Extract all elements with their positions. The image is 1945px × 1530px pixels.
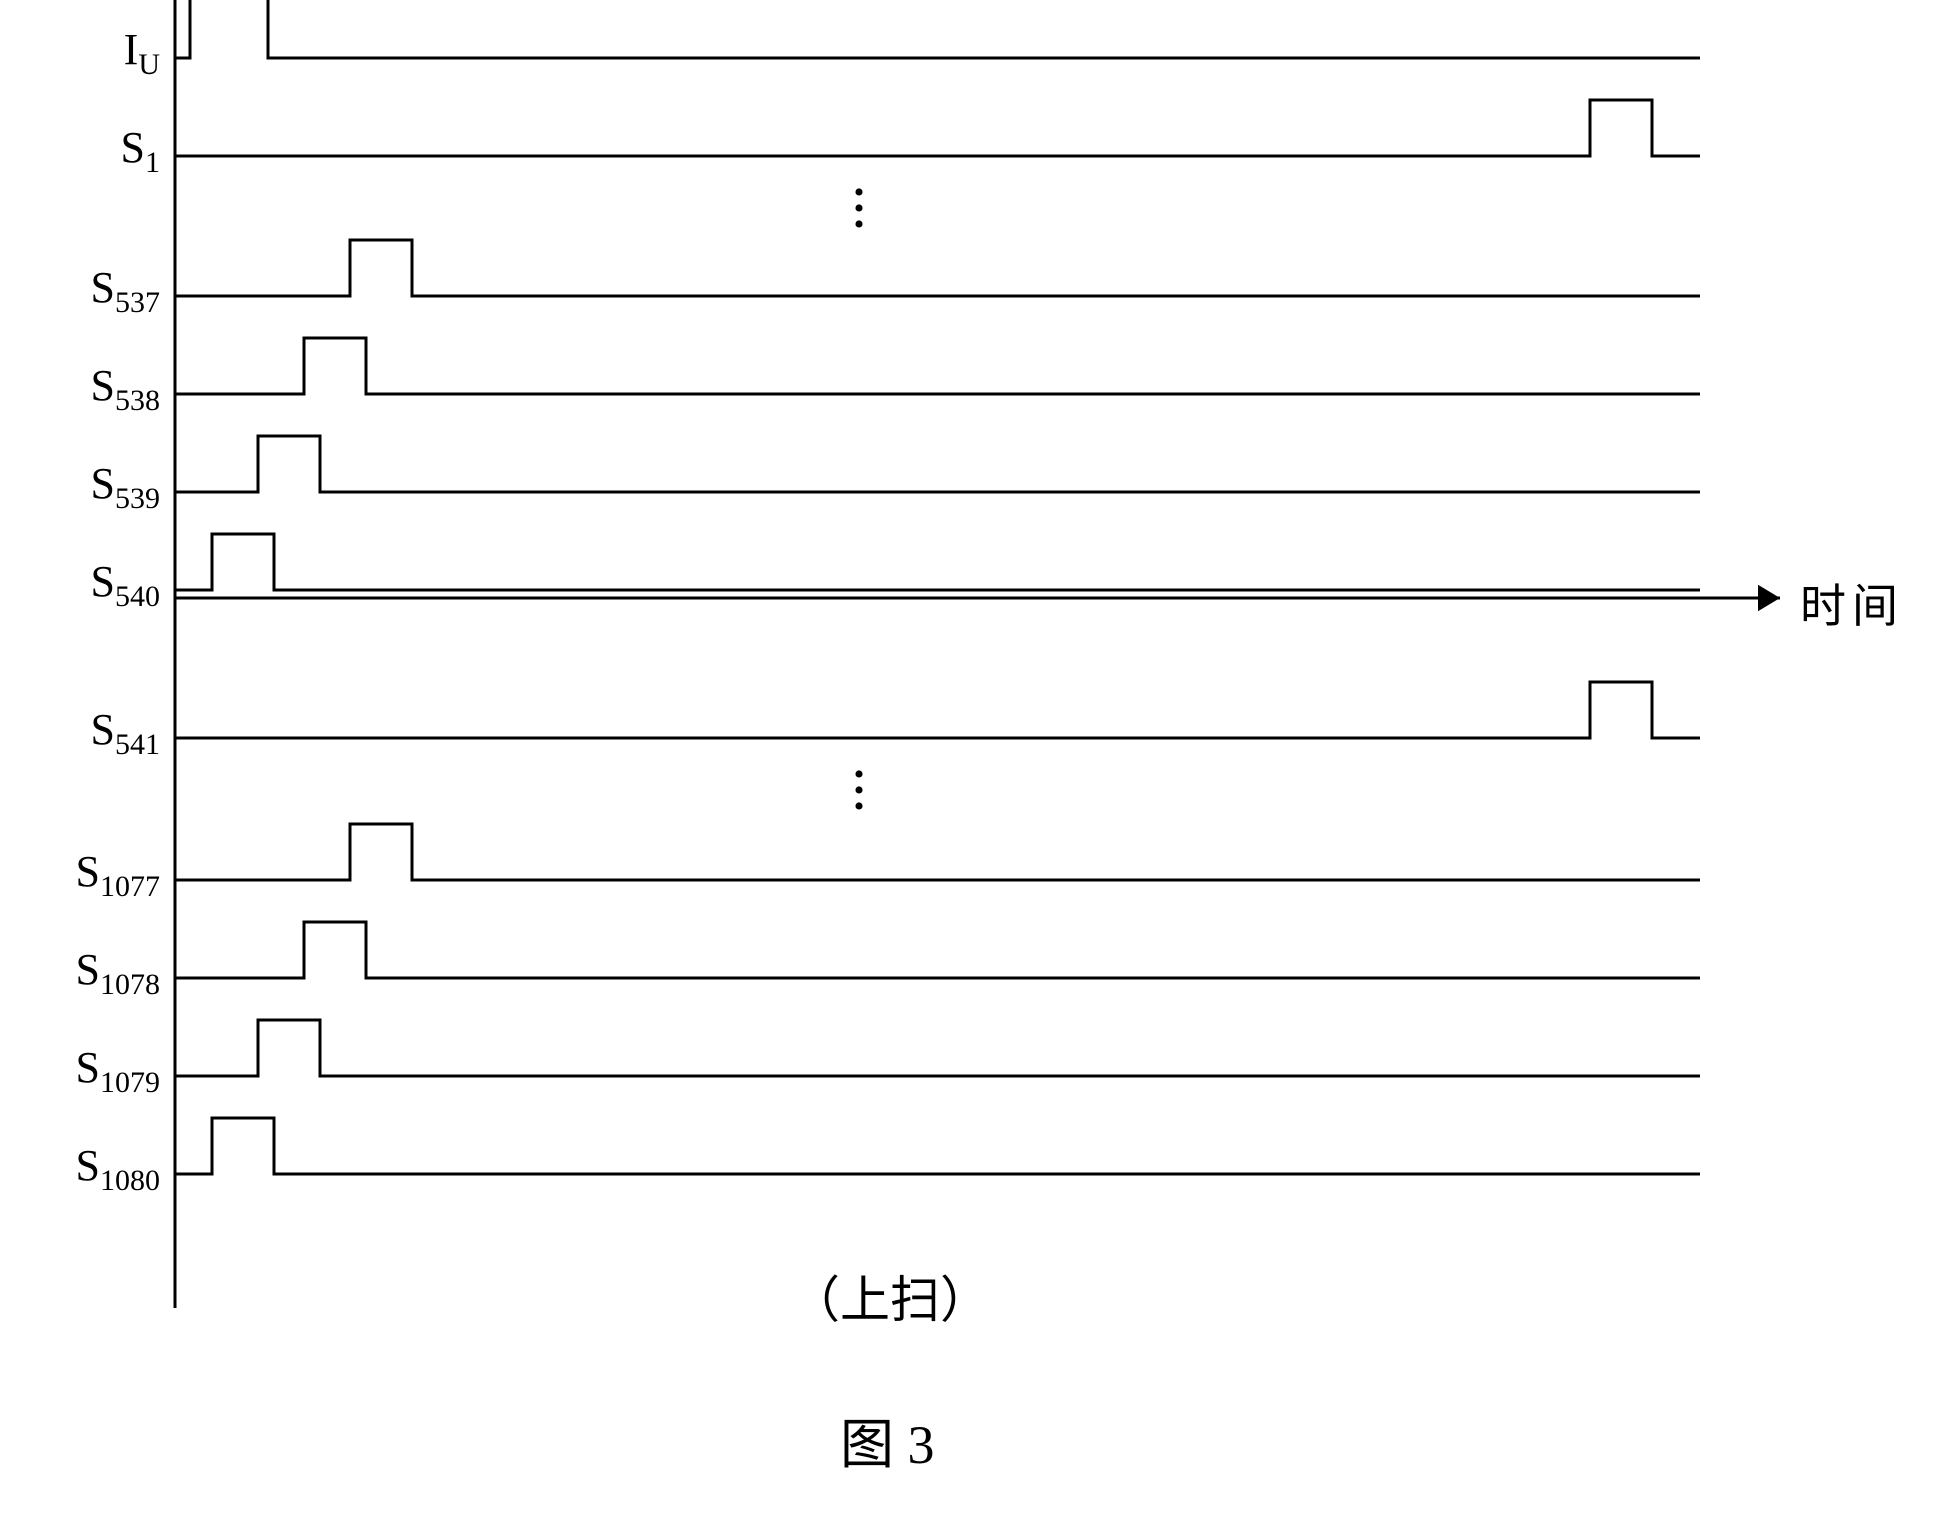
label-sub-S1: 1 [145,146,160,179]
signal-S1080 [175,1118,1700,1174]
label-main-S540: S [91,557,115,606]
signal-S1079 [175,1020,1700,1076]
label-main-S538: S [91,361,115,410]
label-sub-IU: U [138,48,160,81]
signal-S1078 [175,922,1700,978]
signal-S541 [175,682,1700,738]
label-sub-S538: 538 [115,384,160,417]
label-main-S1077: S [76,847,100,896]
label-S1: S1 [20,122,160,180]
label-main-S1: S [121,123,145,172]
signal-S1077 [175,824,1700,880]
label-IU: IU [20,24,160,82]
label-S1079: S1079 [20,1042,160,1100]
figure-number-label: 图 3 [840,1400,935,1479]
label-main-S541: S [91,705,115,754]
time-axis-label: 时间 [1800,570,1904,636]
timing-diagram: ••••••IUS1S537S538S539S540S541S1077S1078… [20,0,1920,1530]
label-S1078: S1078 [20,944,160,1002]
vertical-ellipsis-1: ••• [840,770,880,812]
label-S541: S541 [20,704,160,762]
label-sub-S537: 537 [115,286,160,319]
signal-S539 [175,436,1700,492]
label-S1077: S1077 [20,846,160,904]
label-S539: S539 [20,458,160,516]
signal-S537 [175,240,1700,296]
label-main-S539: S [91,459,115,508]
label-sub-S540: 540 [115,580,160,613]
label-S538: S538 [20,360,160,418]
label-main-S537: S [91,263,115,312]
scan-direction-caption: （上扫） [790,1260,990,1332]
label-sub-S539: 539 [115,482,160,515]
label-sub-S1078: 1078 [100,968,160,1001]
label-main-S1080: S [76,1141,100,1190]
label-sub-S1079: 1079 [100,1066,160,1099]
vertical-ellipsis-0: ••• [840,188,880,230]
signal-S540 [175,534,1700,590]
label-main-IU: I [124,25,139,74]
signal-S1 [175,100,1700,156]
signal-S538 [175,338,1700,394]
label-S537: S537 [20,262,160,320]
label-main-S1079: S [76,1043,100,1092]
timing-svg [20,0,1920,1320]
label-S540: S540 [20,556,160,614]
label-sub-S1080: 1080 [100,1164,160,1197]
signal-IU [175,0,1700,58]
label-S1080: S1080 [20,1140,160,1198]
label-sub-S1077: 1077 [100,870,160,903]
label-sub-S541: 541 [115,728,160,761]
label-main-S1078: S [76,945,100,994]
